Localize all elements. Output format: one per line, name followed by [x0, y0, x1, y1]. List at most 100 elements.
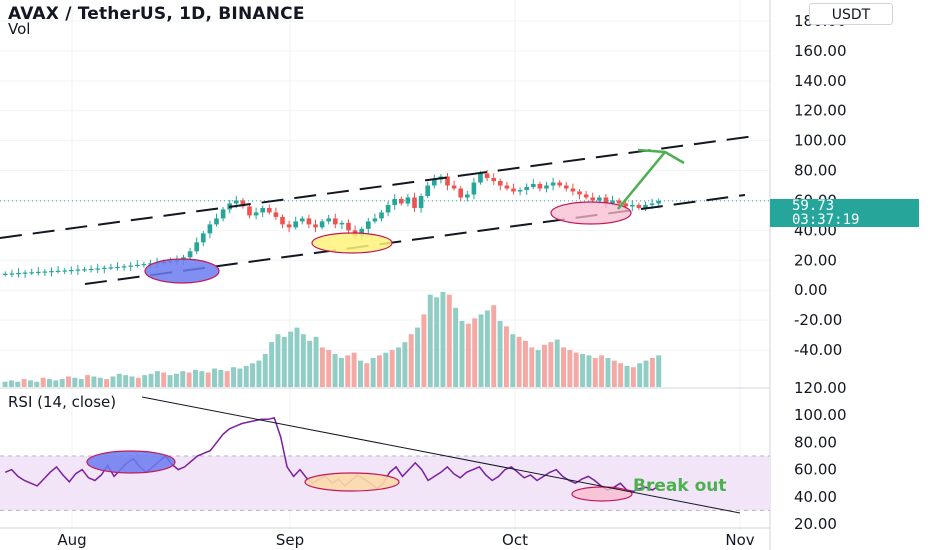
volume-bar — [85, 375, 91, 387]
volume-bar — [370, 357, 376, 387]
volume-bar — [116, 373, 122, 387]
candle-body — [42, 271, 48, 273]
volume-bar — [2, 381, 8, 387]
volume-bar — [59, 379, 65, 387]
candle-body — [425, 185, 431, 196]
candle-body — [220, 209, 226, 219]
volume-bar — [243, 365, 249, 387]
volume-bar — [319, 347, 325, 387]
candle-body — [115, 266, 120, 269]
volume-bar — [338, 357, 344, 387]
volume-bar — [377, 355, 382, 387]
volume-bar — [262, 354, 268, 387]
time-tick-label: Nov — [725, 531, 754, 549]
candle-body — [134, 264, 140, 266]
time-tick-label: Aug — [57, 531, 86, 549]
volume-bar — [440, 292, 446, 387]
candle-body — [471, 182, 477, 195]
candle-body — [207, 224, 213, 234]
rsi-trendline — [141, 396, 741, 514]
volume-bar — [522, 340, 528, 387]
symbol-title: AVAX / TetherUS, 1D, BINANCE — [8, 4, 305, 24]
candle-body — [623, 203, 629, 207]
candle-body — [478, 173, 483, 183]
volume-bar — [8, 380, 14, 387]
volume-bar — [275, 334, 281, 387]
rsi-ellipse-blue — [86, 450, 176, 474]
volume-bar — [484, 310, 490, 387]
volume-bar — [123, 375, 129, 387]
candle-body — [418, 195, 424, 208]
last-price-tag: 59.73 03:37:19 — [770, 199, 919, 227]
volume-bar — [453, 307, 459, 387]
channel-upper-left — [0, 174, 466, 239]
volume-bar — [281, 336, 287, 387]
volume-bar — [21, 379, 27, 387]
time-tick-label: Oct — [502, 531, 528, 549]
candle-body — [537, 184, 543, 189]
candle-body — [451, 185, 457, 189]
volume-bar — [592, 357, 598, 387]
volume-bar — [573, 352, 579, 387]
candle-body — [517, 190, 523, 192]
rsi-ellipse-orange — [304, 472, 400, 492]
candle-body — [610, 200, 615, 204]
volume-bar — [53, 380, 59, 387]
volume-bar — [104, 379, 110, 387]
candle-body — [62, 270, 68, 272]
price-tick-label: -40.00 — [794, 341, 842, 359]
candle-countdown: 03:37:19 — [792, 212, 860, 228]
candle-body — [55, 270, 61, 272]
breakout-arrow-head — [637, 148, 685, 165]
volume-bar — [389, 350, 395, 387]
volume-bar — [415, 327, 421, 387]
volume-bar — [135, 377, 141, 387]
candle-body — [392, 198, 398, 205]
candle-body — [445, 176, 450, 186]
candle-body — [233, 200, 239, 204]
currency-button[interactable]: USDT — [809, 3, 893, 25]
candle-body — [530, 184, 536, 188]
candle-body — [306, 218, 312, 225]
candle-body — [524, 187, 530, 190]
candle-body — [253, 212, 259, 216]
volume-bar — [326, 350, 332, 387]
volume-bar — [357, 360, 363, 387]
volume-bar — [497, 321, 503, 387]
volume-bar — [205, 372, 211, 387]
candle-body — [643, 204, 648, 208]
candle-body — [596, 197, 602, 201]
candle-body — [365, 221, 371, 229]
volume-bar — [586, 355, 592, 387]
candle-body — [22, 272, 28, 274]
rsi-tick-label: 20.00 — [794, 515, 837, 533]
volume-bar — [643, 360, 649, 387]
volume-bar — [40, 377, 46, 387]
price-tick-label: 160.00 — [794, 42, 847, 60]
volume-bar — [129, 376, 135, 387]
candle-body — [293, 221, 299, 228]
last-price-value: 59.73 — [792, 198, 835, 214]
candle-body — [247, 206, 252, 216]
volume-bar — [15, 381, 21, 387]
volume-bar — [91, 376, 97, 387]
price-tick-label: 120.00 — [794, 102, 847, 120]
candle-body — [9, 273, 15, 275]
candle-body — [101, 267, 107, 269]
candle-body — [148, 263, 153, 265]
candle-body — [141, 264, 147, 266]
volume-bar — [396, 347, 402, 387]
price-tick-label: 100.00 — [794, 132, 847, 150]
rsi-tick-label: 80.00 — [794, 433, 837, 451]
volume-bar — [516, 336, 522, 387]
volume-bar — [465, 323, 471, 387]
break-out-annotation: Break out — [633, 476, 727, 496]
volume-bar — [110, 376, 116, 387]
candle-body — [214, 218, 219, 225]
volume-bar — [567, 350, 573, 387]
volume-bar — [364, 363, 370, 387]
volume-bar — [656, 355, 662, 387]
volume-bar — [649, 357, 655, 387]
candle-body — [35, 271, 41, 274]
